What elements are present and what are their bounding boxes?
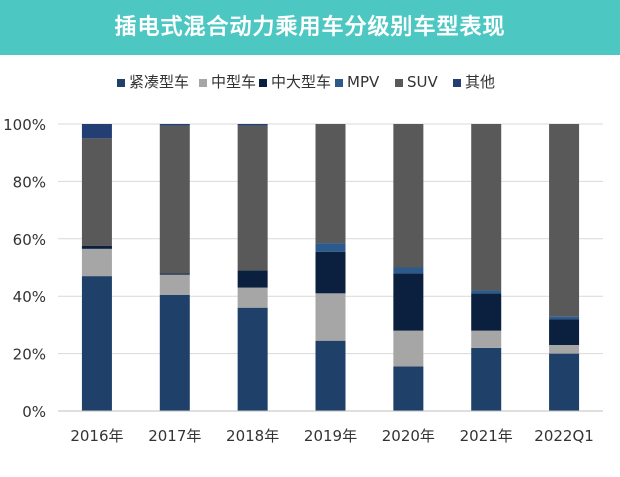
bar-segment bbox=[159, 274, 190, 295]
bar-segment bbox=[81, 276, 112, 411]
bar-segment bbox=[159, 125, 190, 274]
x-tick-label: 2022Q1 bbox=[534, 427, 594, 445]
legend-swatch bbox=[335, 79, 343, 87]
legend-label: SUV bbox=[407, 73, 439, 91]
bar-segment bbox=[315, 251, 346, 294]
bar-segment bbox=[393, 330, 424, 367]
x-tick-label: 2021年 bbox=[460, 427, 513, 445]
bar-segment bbox=[81, 138, 112, 246]
y-tick-label: 20% bbox=[13, 346, 46, 364]
x-tick-label: 2017年 bbox=[148, 427, 201, 445]
legend-swatch bbox=[117, 79, 125, 87]
bar-segment bbox=[159, 124, 190, 126]
bar-segment bbox=[237, 307, 268, 411]
bar-segment bbox=[237, 270, 268, 288]
chart-title: 插电式混合动力乘用车分级别车型表现 bbox=[114, 15, 506, 40]
bar-segment bbox=[393, 273, 424, 331]
bar-segment bbox=[471, 330, 502, 348]
y-tick-label: 40% bbox=[13, 288, 46, 306]
bar-segment bbox=[549, 319, 580, 345]
x-tick-label: 2018年 bbox=[226, 427, 279, 445]
y-tick-label: 100% bbox=[3, 116, 46, 134]
legend-label: MPV bbox=[347, 73, 380, 91]
bar-segment bbox=[549, 124, 580, 317]
bar-segment bbox=[81, 245, 112, 249]
bar-segment bbox=[549, 316, 580, 320]
legend-label: 紧凑型车 bbox=[129, 73, 189, 91]
legend-swatch bbox=[259, 79, 267, 87]
legend-label: 其他 bbox=[465, 73, 495, 91]
y-tick-label: 0% bbox=[22, 403, 46, 421]
bar-segment bbox=[393, 267, 424, 274]
bar-segment bbox=[315, 293, 346, 341]
bar-segment bbox=[471, 124, 502, 291]
bar-segment bbox=[549, 353, 580, 411]
title-bar: 插电式混合动力乘用车分级别车型表现 bbox=[0, 0, 620, 55]
bar-segment bbox=[315, 340, 346, 411]
bar-segment bbox=[81, 124, 112, 139]
bar-segment bbox=[471, 347, 502, 411]
legend-swatch bbox=[199, 79, 207, 87]
y-tick-label: 60% bbox=[13, 231, 46, 249]
x-tick-label: 2016年 bbox=[70, 427, 123, 445]
x-tick-label: 2019年 bbox=[304, 427, 357, 445]
bar-segment bbox=[549, 344, 580, 354]
bar-segment bbox=[237, 287, 268, 308]
bar-segment bbox=[81, 248, 112, 277]
bar-segment bbox=[471, 293, 502, 331]
bar-segment bbox=[315, 243, 346, 252]
x-tick-label: 2020年 bbox=[382, 427, 435, 445]
bar-segment bbox=[159, 273, 190, 275]
bar-segment bbox=[471, 290, 502, 294]
y-tick-label: 80% bbox=[13, 173, 46, 191]
bar-segment bbox=[393, 366, 424, 411]
bar-segment bbox=[159, 294, 190, 411]
legend-swatch bbox=[453, 79, 461, 87]
bar-segment bbox=[315, 124, 346, 244]
legend-label: 中型车 bbox=[211, 73, 256, 91]
legend-swatch bbox=[395, 79, 403, 87]
legend-label: 中大型车 bbox=[271, 73, 331, 91]
bar-segment bbox=[237, 124, 268, 126]
bar-segment bbox=[393, 124, 424, 268]
bar-segment bbox=[237, 125, 268, 271]
